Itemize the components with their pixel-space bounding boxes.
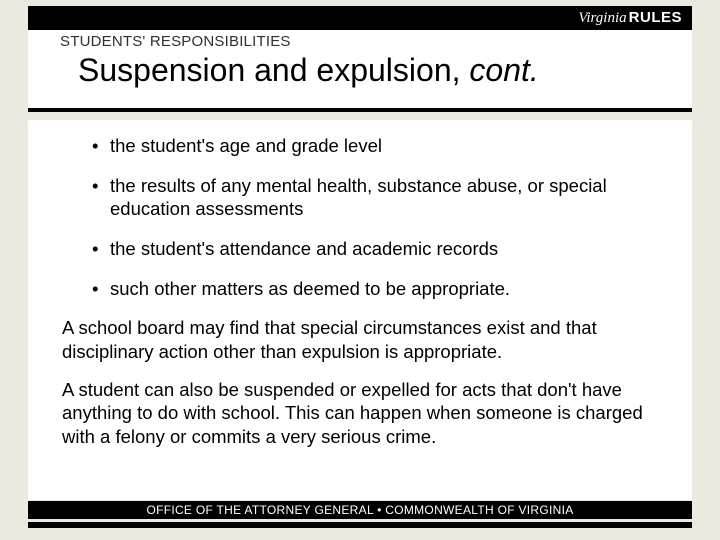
body-paragraph: A student can also be suspended or expel…: [62, 378, 664, 449]
bullet-list: the student's age and grade level the re…: [92, 134, 664, 300]
footer-text: OFFICE OF THE ATTORNEY GENERAL • COMMONW…: [146, 503, 573, 517]
body-paragraph: A school board may find that special cir…: [62, 316, 664, 363]
list-item: such other matters as deemed to be appro…: [92, 277, 664, 301]
top-brand-bar: Virginia RULES: [28, 6, 692, 30]
brand-bold: RULES: [629, 9, 682, 26]
brand-italic: Virginia: [578, 10, 626, 27]
section-subtitle: STUDENTS' RESPONSIBILITIES: [28, 30, 692, 50]
header-block: STUDENTS' RESPONSIBILITIES Suspension an…: [28, 30, 692, 108]
list-item: the student's attendance and academic re…: [92, 237, 664, 261]
title-italic: cont.: [469, 52, 538, 88]
content-area: the student's age and grade level the re…: [28, 120, 692, 500]
list-item: the results of any mental health, substa…: [92, 174, 664, 221]
footer-thin-bar: [28, 522, 692, 528]
title-underline: [28, 108, 692, 112]
title-plain: Suspension and expulsion,: [78, 52, 469, 88]
slide-title: Suspension and expulsion, cont.: [28, 50, 692, 89]
footer-bar: OFFICE OF THE ATTORNEY GENERAL • COMMONW…: [28, 501, 692, 519]
brand: Virginia RULES: [578, 9, 682, 27]
list-item: the student's age and grade level: [92, 134, 664, 158]
